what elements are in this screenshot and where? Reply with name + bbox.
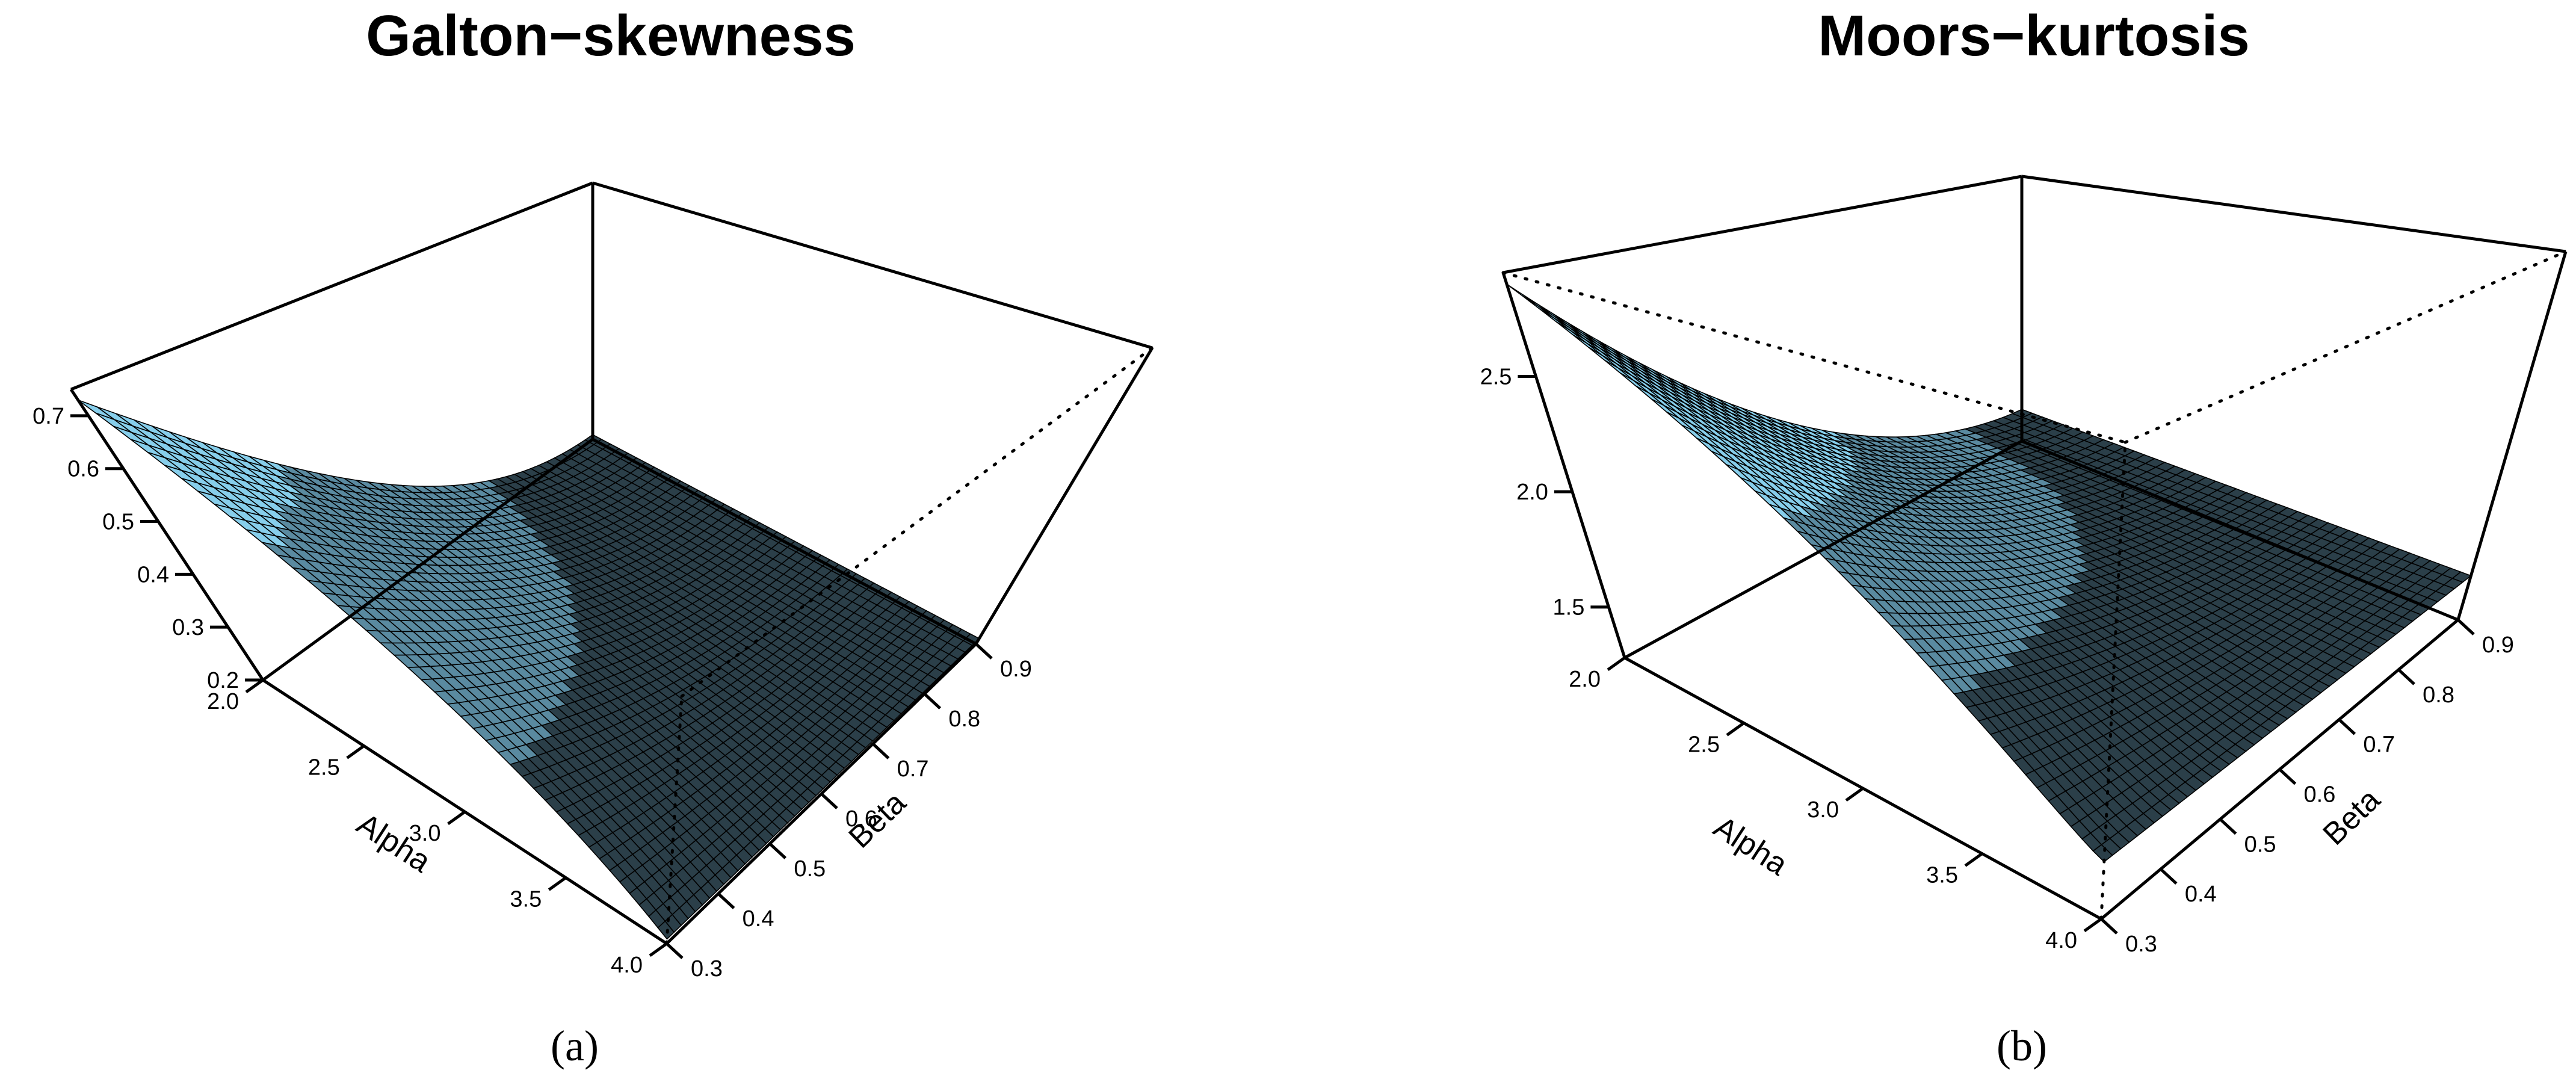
panel-label: (b): [1997, 1022, 2047, 1070]
x-tick-label: 3.0: [1807, 797, 1839, 823]
x-axis-label: Alpha: [1708, 809, 1794, 882]
box-edge: [592, 181, 1153, 350]
surface-mesh: [1506, 283, 2473, 863]
y-tick-label: 0.4: [743, 906, 774, 932]
tick-group: 2.0 2.5 3.0 3.5 4.0 0.3 0.4 0.5 0.6 0.7 0.8 0.9 0.2 0…: [32, 404, 1032, 982]
x-tick-mark: [1607, 656, 1626, 672]
box-edge: [591, 438, 977, 646]
box-edge: [666, 643, 977, 945]
x-tick-mark: [1964, 852, 1983, 867]
x-tick-label: 4.0: [2045, 928, 2077, 953]
x-tick-mark: [1845, 787, 1864, 802]
y-tick-mark: [2457, 619, 2475, 635]
chart-title: Galton−skewness: [366, 4, 856, 68]
panel-moors-kurtosis: Moors−kurtosis 2.0 2.5 3.0 3.5 4.0 0.3 0.4 0.5 0…: [1480, 4, 2568, 1070]
y-tick-label: 0.5: [2244, 832, 2276, 857]
y-tick-mark: [923, 693, 942, 710]
y-tick-label: 0.9: [2482, 632, 2514, 658]
y-tick-mark: [820, 793, 838, 809]
y-axis-label: Beta: [842, 785, 913, 855]
z-tick-label: 0.6: [67, 457, 99, 482]
y-tick-label: 0.6: [845, 806, 877, 832]
box-edge-hidden: [1501, 271, 2127, 444]
tick-group: 2.0 2.5 3.0 3.5 4.0 0.3 0.4 0.5 0.6 0.7 0.8 0.9 1.5 2…: [1480, 364, 2514, 957]
x-tick-mark: [649, 942, 668, 957]
x-tick-mark: [447, 810, 466, 826]
x-tick-label: 2.5: [1688, 732, 1720, 758]
x-tick-mark: [548, 876, 567, 891]
z-tick-label: 0.4: [137, 562, 169, 587]
box-edge: [262, 438, 594, 682]
x-tick-label: 4.0: [611, 953, 643, 978]
y-tick-label: 0.3: [2125, 932, 2157, 957]
x-tick-label: 2.5: [308, 755, 340, 781]
y-tick-label: 0.4: [2185, 882, 2217, 907]
z-tick-label: 1.5: [1553, 595, 1585, 620]
y-tick-label: 0.8: [948, 707, 980, 732]
y-tick-label: 0.6: [2304, 782, 2336, 808]
y-tick-mark: [2160, 868, 2178, 885]
x-tick-label: 2.0: [207, 689, 239, 714]
panel-label: (a): [551, 1022, 599, 1070]
box-edge-hidden: [2124, 250, 2568, 444]
y-tick-mark: [975, 643, 993, 660]
x-tick-label: 3.0: [409, 821, 441, 846]
z-tick-label: 0.3: [172, 615, 204, 640]
y-tick-mark: [717, 892, 735, 909]
y-tick-mark: [2397, 668, 2415, 685]
y-tick-label: 0.8: [2423, 682, 2454, 708]
z-tick-label: 0.7: [32, 404, 64, 429]
x-axis-label: Alpha: [351, 806, 437, 879]
y-tick-mark: [2100, 918, 2118, 935]
x-tick-label: 2.0: [1569, 667, 1601, 692]
y-tick-mark: [871, 743, 890, 759]
y-tick-mark: [666, 942, 684, 959]
chart-title: Moors−kurtosis: [1818, 4, 2250, 68]
y-tick-label: 0.3: [691, 956, 723, 982]
panel-galton-skewness: Galton−skewness 2.0 2.5 3.0 3.5 4.0 0.3 0.4 0.5…: [32, 4, 1154, 1070]
y-tick-label: 0.9: [1000, 657, 1032, 682]
x-tick-mark: [346, 744, 365, 759]
surface-cell: [657, 920, 675, 940]
y-tick-label: 0.7: [2363, 732, 2395, 758]
box-edge: [2456, 251, 2568, 620]
y-tick-mark: [2219, 818, 2237, 835]
box-edge: [69, 388, 265, 681]
x-tick-label: 3.5: [1926, 863, 1958, 888]
z-tick-label: 2.5: [1480, 364, 1512, 389]
x-tick-mark: [1726, 722, 1745, 737]
box-edge: [2021, 175, 2566, 253]
z-tick-label: 0.5: [102, 510, 134, 535]
y-tick-mark: [2338, 718, 2356, 735]
surface-mesh: [78, 399, 980, 940]
z-tick-label: 0.2: [207, 668, 239, 693]
z-tick-label: 2.0: [1516, 480, 1548, 505]
box-edge: [262, 678, 668, 945]
y-tick-mark: [768, 843, 787, 859]
box-edge: [70, 181, 593, 391]
y-tick-label: 0.7: [897, 756, 929, 782]
x-tick-mark: [2083, 917, 2102, 933]
box-edge-hidden: [665, 694, 684, 945]
x-tick-mark: [245, 678, 264, 694]
y-tick-mark: [2278, 768, 2297, 785]
bounding-box: [69, 181, 1154, 945]
y-tick-label: 0.5: [794, 856, 826, 882]
box-edge: [1503, 175, 2022, 274]
box-edge: [974, 347, 1154, 645]
x-tick-label: 3.5: [510, 887, 542, 912]
